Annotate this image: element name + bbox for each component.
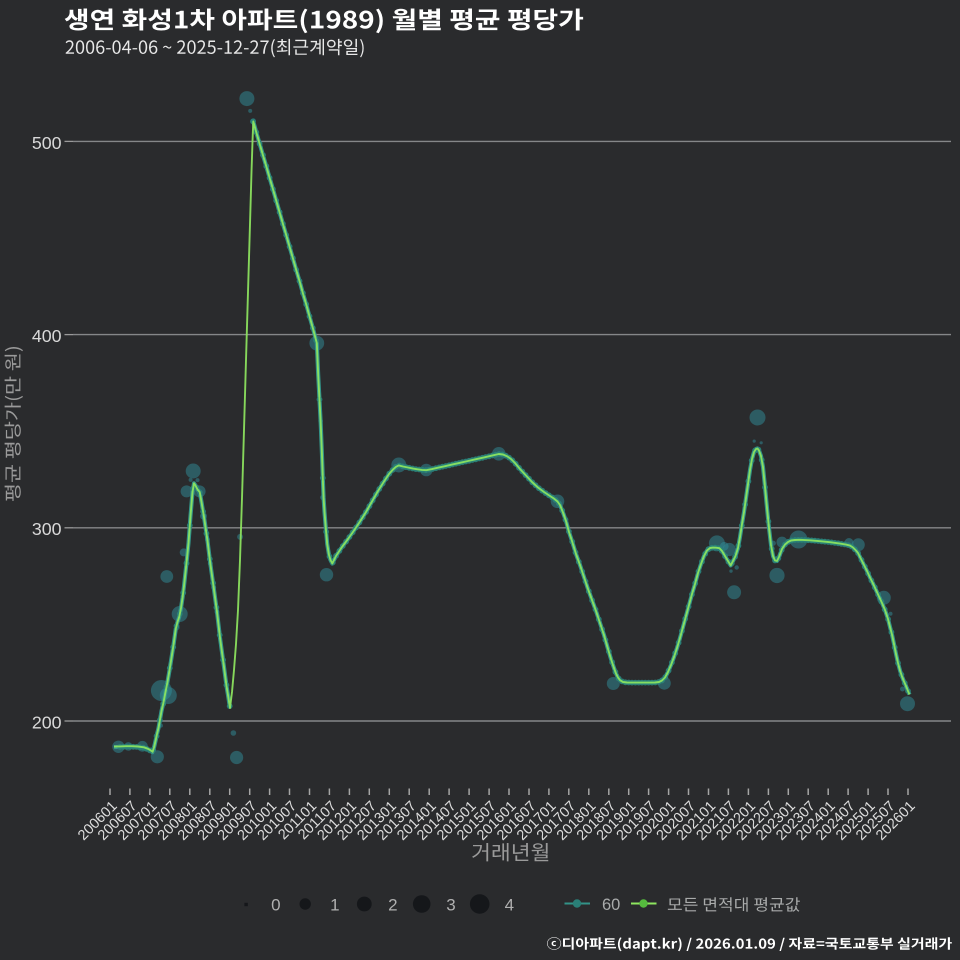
svg-text:300: 300 bbox=[32, 519, 62, 539]
svg-text:60: 60 bbox=[602, 896, 620, 914]
svg-text:1: 1 bbox=[330, 896, 339, 915]
svg-text:2: 2 bbox=[388, 896, 397, 915]
svg-text:4: 4 bbox=[505, 896, 514, 915]
svg-text:200: 200 bbox=[32, 712, 62, 732]
svg-text:3: 3 bbox=[446, 896, 455, 915]
svg-text:400: 400 bbox=[32, 326, 62, 346]
svg-text:0: 0 bbox=[271, 896, 280, 915]
svg-text:500: 500 bbox=[32, 133, 62, 153]
